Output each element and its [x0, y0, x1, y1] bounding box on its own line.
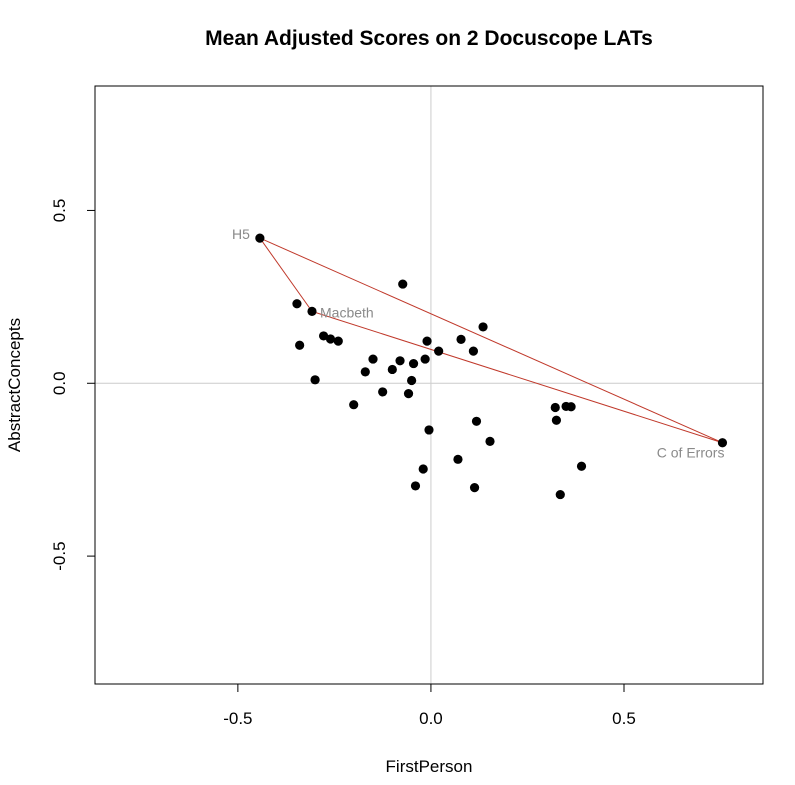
data-point: [403, 389, 414, 399]
data-point: [468, 346, 479, 356]
connecting-line: [311, 310, 723, 444]
point-annotation: Macbeth: [320, 304, 374, 320]
x-axis-label: FirstPerson: [386, 757, 473, 776]
y-tick-label: -0.5: [50, 541, 69, 570]
reference-lines: [95, 86, 763, 684]
data-point: [307, 306, 317, 316]
data-point: [349, 400, 359, 410]
y-tick-label: 0.0: [50, 371, 69, 395]
x-axis: -0.5 0.0 0.5: [223, 683, 636, 728]
x-tick-label: 0.0: [419, 709, 443, 728]
data-point: [292, 299, 302, 309]
chart-title: Mean Adjusted Scores on 2 Docuscope LATs: [205, 27, 653, 50]
data-point: [378, 387, 388, 397]
y-tick-label: 0.5: [50, 199, 69, 223]
data-point: [456, 334, 466, 344]
connecting-line: [259, 237, 723, 444]
point-annotation: H5: [232, 226, 250, 242]
data-point: [407, 375, 417, 386]
y-axis-label: AbstractConcepts: [5, 318, 24, 452]
point-annotation: C of Errors: [657, 445, 725, 461]
data-point: [395, 356, 405, 366]
data-point: [453, 454, 463, 464]
data-point: [387, 364, 397, 375]
connecting-line: [259, 237, 313, 312]
data-point: [418, 464, 428, 474]
data-point: [333, 336, 343, 346]
data-point: [360, 367, 370, 377]
x-tick-label: -0.5: [223, 709, 252, 728]
data-point: [551, 415, 562, 425]
data-point: [424, 425, 434, 435]
data-point: [420, 354, 430, 364]
data-point: [398, 279, 408, 289]
data-point: [478, 322, 488, 332]
data-points: [255, 233, 728, 500]
data-point: [485, 436, 495, 446]
x-tick-label: 0.5: [612, 709, 636, 728]
y-axis: -0.5 0.0 0.5: [50, 199, 96, 571]
data-point: [422, 336, 432, 346]
plot-frame: [94, 85, 764, 685]
data-point: [295, 340, 305, 350]
data-point: [325, 334, 336, 344]
data-point: [576, 461, 587, 471]
data-point: [368, 354, 378, 364]
data-point: [410, 481, 421, 491]
data-point: [555, 489, 565, 500]
data-point: [310, 375, 320, 385]
point-annotations: H5 Macbeth C of Errors: [232, 226, 724, 461]
data-point: [471, 416, 482, 426]
data-point: [255, 233, 265, 243]
data-point: [550, 402, 560, 413]
data-point: [566, 402, 576, 412]
data-point: [318, 331, 329, 341]
data-point: [469, 483, 480, 493]
data-point: [434, 346, 444, 356]
connecting-lines: [259, 237, 723, 444]
data-point: [717, 438, 728, 448]
data-point: [408, 358, 419, 369]
